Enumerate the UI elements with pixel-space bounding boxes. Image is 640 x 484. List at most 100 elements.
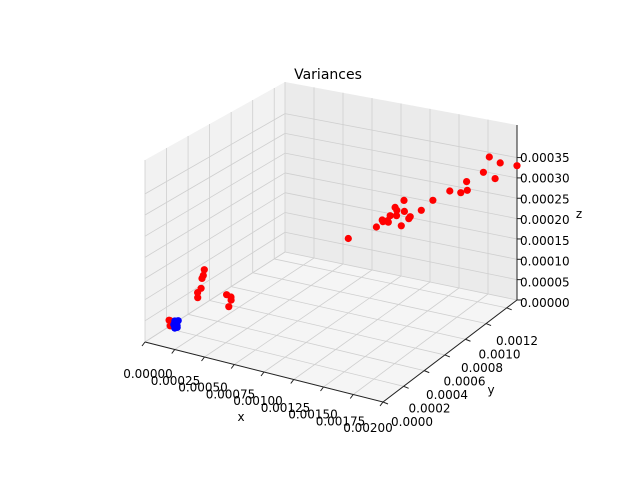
x-gridline-floor	[323, 287, 460, 388]
scatter-point	[479, 168, 487, 176]
y-gridline-floor	[187, 313, 425, 372]
y-axis-line	[382, 299, 518, 403]
x-tick-label: 0.00125	[261, 401, 311, 415]
x-tick	[230, 364, 235, 369]
x-tick-label: 0.00200	[343, 421, 393, 435]
z-gridline-back	[284, 133, 518, 179]
z-tick-label: 0.00010	[520, 255, 570, 269]
scatter-point	[386, 212, 394, 220]
z-gridline-left	[144, 113, 286, 195]
axis-lines	[141, 125, 522, 407]
scatter-point	[417, 206, 425, 214]
z-gridline-back	[284, 251, 518, 301]
z-tick-label: 0.00020	[520, 213, 570, 227]
scatter-point	[400, 196, 408, 204]
z-gridline-back	[284, 113, 518, 158]
z-gridline-back	[284, 231, 518, 281]
left-pane	[145, 82, 285, 342]
scatter-point	[397, 222, 405, 230]
y-tick-label: 0.0012	[496, 334, 538, 348]
x-axis-label: x	[237, 410, 244, 424]
x-tick	[171, 349, 176, 354]
y-tick	[382, 401, 389, 405]
x-gridline-floor	[293, 281, 431, 380]
scatter-point	[173, 323, 181, 331]
x-tick	[141, 341, 146, 347]
x-gridline-floor	[174, 257, 315, 350]
y-tick-label: 0.0004	[426, 388, 468, 402]
z-gridline-back	[284, 192, 518, 240]
y-tick	[424, 370, 430, 374]
z-tick-label: 0.00035	[520, 151, 570, 165]
y-tick	[403, 385, 409, 389]
y-tick	[485, 323, 492, 327]
scatter-point	[379, 218, 387, 226]
y-tick-label: 0.0008	[461, 361, 503, 375]
x-tick-label: 0.00150	[288, 408, 338, 422]
scatter-point	[491, 175, 499, 183]
x-gridline-floor	[234, 269, 373, 365]
z-tick-label: 0.00030	[520, 172, 570, 186]
x-gridline-floor	[263, 275, 402, 373]
y-gridline-floor	[231, 286, 466, 340]
z-tick-label: 0.00025	[520, 192, 570, 206]
z-gridline-back	[284, 172, 518, 219]
scatter-point	[200, 266, 208, 274]
scatter-point	[513, 162, 521, 170]
y-tick	[444, 354, 451, 358]
scatter-point	[400, 207, 408, 215]
y-tick	[506, 307, 512, 311]
tick-labels: 0.000000.000250.000500.000750.001000.001…	[123, 151, 569, 435]
y-gridline-floor	[166, 327, 404, 387]
scatter-point	[227, 293, 235, 301]
x-tick	[201, 356, 205, 362]
chart-title: Variances	[294, 67, 362, 83]
z-axis-label: z	[576, 207, 582, 221]
scatter-point	[463, 178, 471, 186]
y-tick-label: 0.0010	[479, 348, 521, 362]
z-tick-label: 0.00000	[520, 296, 570, 310]
scatter-point	[194, 294, 202, 302]
scatter-point	[171, 317, 179, 325]
x-tick	[379, 401, 384, 407]
z-gridline-left	[144, 212, 286, 301]
y-gridline-floor	[209, 300, 445, 356]
scatter-point	[496, 159, 504, 167]
z-gridline-left	[144, 133, 286, 216]
x-tick	[349, 394, 354, 399]
z-gridline-left	[144, 231, 286, 322]
y-tick	[465, 338, 471, 342]
floor-pane	[145, 252, 517, 402]
scatter-point	[392, 212, 401, 220]
scatter-point	[429, 196, 437, 204]
scatter-point	[194, 289, 202, 297]
scatter-point	[446, 187, 454, 195]
z-tick-label: 0.00015	[520, 234, 570, 248]
scatter-point	[372, 223, 380, 231]
x-gridline-floor	[353, 293, 489, 395]
scatter-point	[344, 234, 352, 243]
z-gridline-left	[144, 152, 286, 237]
x-tick-label: 0.00025	[151, 374, 201, 388]
scatter-point	[199, 271, 207, 279]
x-tick-label: 0.00100	[233, 394, 283, 408]
y-gridline-floor	[274, 258, 507, 309]
z-gridline-left	[144, 192, 286, 279]
x-tick-label: 0.00050	[178, 381, 228, 395]
y-tick-label: 0.0002	[409, 402, 451, 416]
x-tick	[260, 371, 265, 377]
data-points	[165, 153, 521, 332]
x-tick-label: 0.00075	[206, 387, 256, 401]
x-tick	[320, 386, 324, 392]
x-tick-label: 0.00000	[123, 367, 173, 381]
z-gridline-left	[144, 172, 286, 258]
z-gridline-back	[284, 152, 518, 199]
scatter-point	[457, 189, 465, 197]
scatter-point	[391, 203, 399, 211]
x-gridline-floor	[204, 263, 344, 358]
x-tick	[290, 379, 295, 384]
y-tick-label: 0.0000	[391, 415, 433, 429]
scatter-point	[485, 153, 493, 161]
z-gridline-back	[284, 212, 518, 260]
